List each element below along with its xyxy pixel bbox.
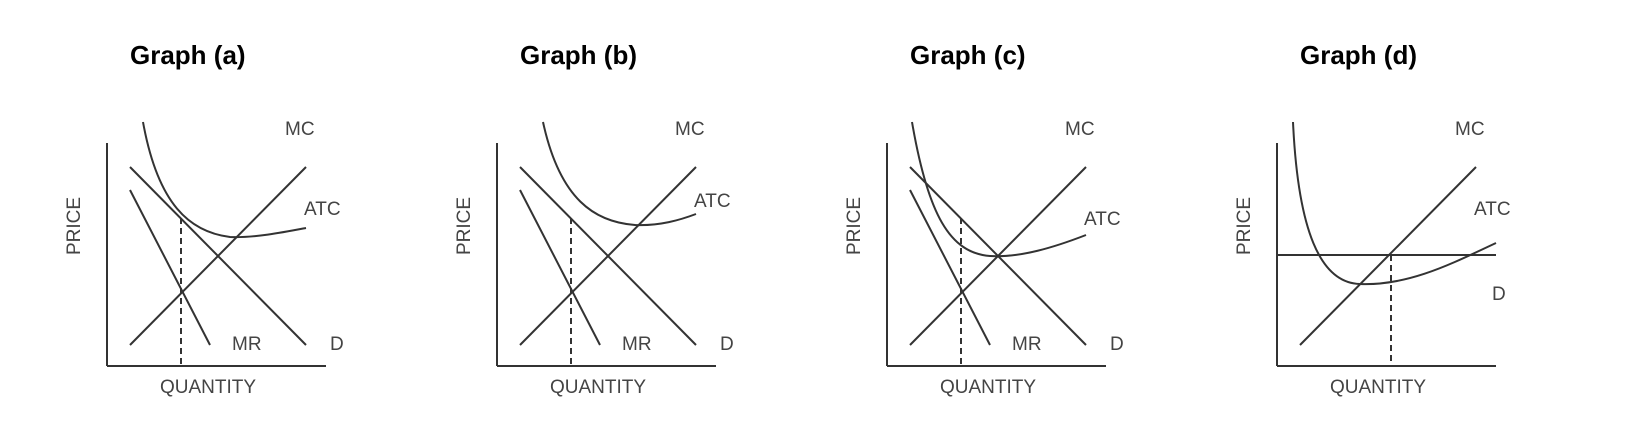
graph-b-x-axis-label: QUANTITY — [550, 377, 646, 398]
graph-b-d-label: D — [720, 334, 734, 355]
graph-c-y-axis-label: PRICE — [844, 197, 865, 255]
graph-a-panel: Graph (a) MC ATC MR D QUANTITY PRICE — [0, 0, 390, 426]
graph-c-x-axis-label: QUANTITY — [940, 377, 1036, 398]
graph-a-title: Graph (a) — [130, 40, 246, 70]
graph-c-atc-label: ATC — [1084, 209, 1121, 230]
graph-c-mr-label: MR — [1012, 334, 1042, 355]
graph-a-demand-line — [129, 166, 307, 346]
graph-b-title: Graph (b) — [520, 40, 637, 70]
graph-b-y-axis-label: PRICE — [454, 197, 475, 255]
graph-b-mr-label: MR — [622, 334, 652, 355]
graph-d-atc-curve — [1292, 121, 1497, 286]
graph-b-mr-line — [519, 189, 601, 346]
graph-b-atc-curve — [542, 121, 697, 227]
graph-a-diagram: MC ATC MR D QUANTITY PRICE — [64, 119, 344, 398]
graph-c-title: Graph (c) — [910, 40, 1026, 70]
graph-d-title: Graph (d) — [1300, 40, 1417, 70]
graph-c-atc-curve — [911, 121, 1087, 258]
graph-a-y-axis-label: PRICE — [64, 197, 85, 255]
graph-d-panel: Graph (d) MC ATC D QUANTITY PRICE — [1170, 0, 1560, 426]
graph-a-mr-line — [129, 189, 211, 346]
graph-a-atc-curve — [142, 121, 307, 239]
graph-d-atc-label: ATC — [1474, 199, 1511, 220]
graph-d-mc-label: MC — [1455, 119, 1485, 140]
graph-b-diagram: MC ATC MR D QUANTITY PRICE — [454, 119, 734, 398]
graph-c-diagram: MC ATC MR D QUANTITY PRICE — [844, 119, 1124, 398]
graph-b-demand-line — [519, 166, 697, 346]
graph-a-mr-label: MR — [232, 334, 262, 355]
graph-d-diagram: MC ATC D QUANTITY PRICE — [1234, 119, 1511, 398]
graph-c-panel: Graph (c) MC ATC MR D QUANTITY PRICE — [780, 0, 1170, 426]
graph-c-mc-label: MC — [1065, 119, 1095, 140]
graph-a-mc-label: MC — [285, 119, 315, 140]
graph-a-x-axis-label: QUANTITY — [160, 377, 256, 398]
graph-a-atc-label: ATC — [304, 199, 341, 220]
graph-b-atc-label: ATC — [694, 191, 731, 212]
graph-c-d-label: D — [1110, 334, 1124, 355]
graph-b-panel: Graph (b) MC ATC MR D QUANTITY PRICE — [390, 0, 780, 426]
graph-d-x-axis-label: QUANTITY — [1330, 377, 1426, 398]
graph-a-d-label: D — [330, 334, 344, 355]
graph-d-d-label: D — [1492, 284, 1506, 305]
graph-c-mr-line — [909, 189, 991, 346]
graph-b-mc-label: MC — [675, 119, 705, 140]
graph-d-y-axis-label: PRICE — [1234, 197, 1255, 255]
